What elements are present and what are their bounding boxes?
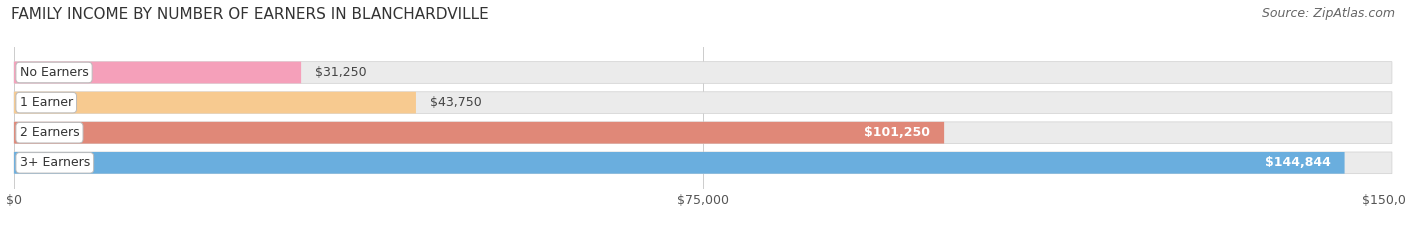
Text: Source: ZipAtlas.com: Source: ZipAtlas.com (1261, 7, 1395, 20)
Text: $43,750: $43,750 (430, 96, 481, 109)
Text: 1 Earner: 1 Earner (20, 96, 73, 109)
Text: 2 Earners: 2 Earners (20, 126, 79, 139)
Text: $144,844: $144,844 (1265, 156, 1331, 169)
Text: $101,250: $101,250 (865, 126, 931, 139)
Text: No Earners: No Earners (20, 66, 89, 79)
FancyBboxPatch shape (14, 92, 1392, 113)
Text: $31,250: $31,250 (315, 66, 367, 79)
FancyBboxPatch shape (14, 122, 1392, 144)
FancyBboxPatch shape (14, 122, 945, 144)
FancyBboxPatch shape (14, 62, 301, 83)
FancyBboxPatch shape (14, 92, 416, 113)
Text: 3+ Earners: 3+ Earners (20, 156, 90, 169)
FancyBboxPatch shape (14, 152, 1344, 174)
Text: FAMILY INCOME BY NUMBER OF EARNERS IN BLANCHARDVILLE: FAMILY INCOME BY NUMBER OF EARNERS IN BL… (11, 7, 489, 22)
FancyBboxPatch shape (14, 62, 1392, 83)
FancyBboxPatch shape (14, 152, 1392, 174)
